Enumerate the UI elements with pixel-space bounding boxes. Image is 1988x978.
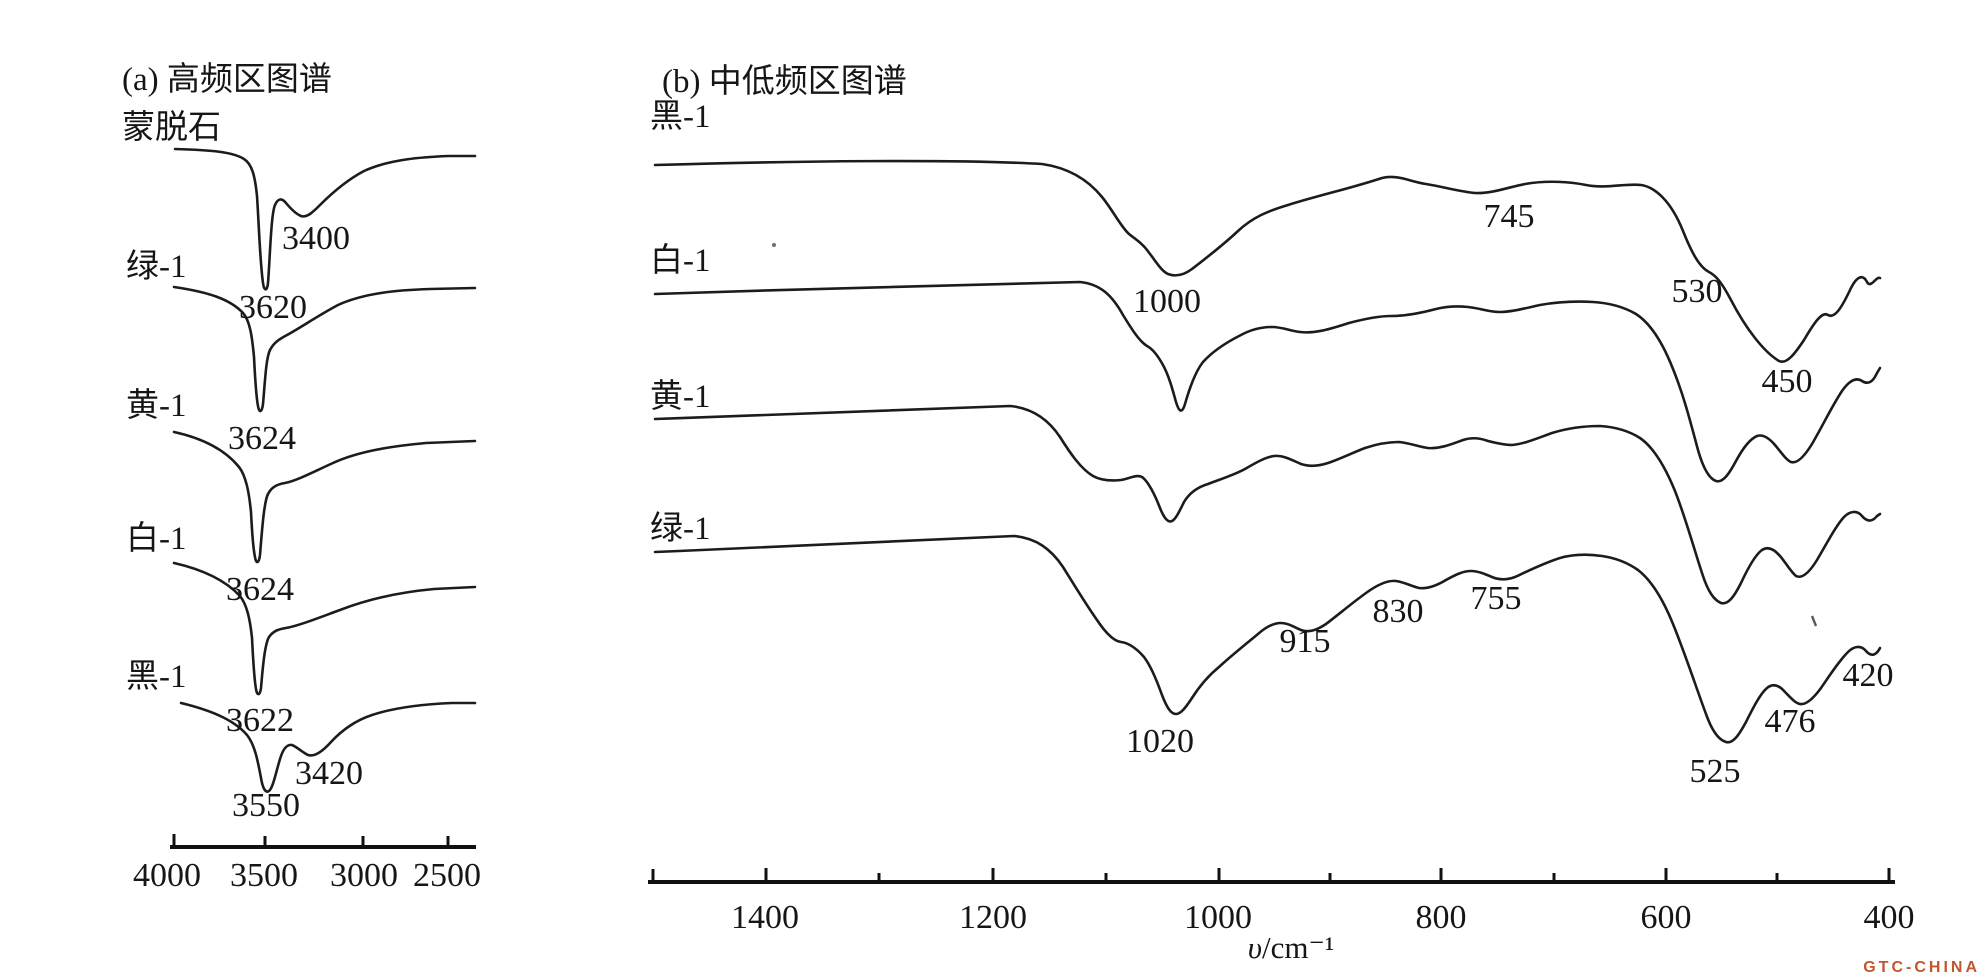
axis-tick-label-800: 800 <box>1416 899 1467 936</box>
curve-label-yellow-1-b: 黄-1 <box>650 378 711 415</box>
axis-tick-label-600: 600 <box>1641 899 1692 936</box>
peak-label-1020: 1020 <box>1126 723 1194 760</box>
peak-label-915: 915 <box>1280 623 1331 660</box>
peak-label-3620: 3620 <box>239 289 307 326</box>
peak-label-530: 530 <box>1672 273 1723 310</box>
panel-b-title: (b) 中低频区图谱 <box>662 63 907 100</box>
spectrum-curve-yellow-1-b <box>653 404 1882 605</box>
x-axis-label-unit: /cm⁻¹ <box>1262 930 1334 965</box>
axis-tick-label-4000: 4000 <box>133 857 201 894</box>
scan-speck-mark <box>1810 615 1818 627</box>
axis-tick-label-3000: 3000 <box>330 857 398 894</box>
curve-label-white-1-b: 白-1 <box>650 242 711 279</box>
peak-label-525: 525 <box>1690 753 1741 790</box>
curve-label-green-1-b: 绿-1 <box>650 510 711 547</box>
curve-label-montmorillonite: 蒙脱石 <box>122 109 221 146</box>
peak-label-755: 755 <box>1471 580 1522 617</box>
curve-label-yellow-1-a: 黄-1 <box>126 387 187 424</box>
panel-b: (b) 中低频区图谱 黑-1 白-1 黄-1 绿-1 1000 745 530 … <box>648 63 1915 965</box>
watermark-text: GTC-CHINA <box>1863 959 1980 976</box>
spectrum-curve-white-1-a <box>172 561 477 696</box>
peak-label-3622: 3622 <box>226 702 294 739</box>
axis-tick-label-1000-axis: 1000 <box>1184 899 1252 936</box>
spectrum-curve-green-1-b <box>653 534 1882 744</box>
peak-label-476: 476 <box>1765 703 1816 740</box>
panel-b-x-axis: 1400 1200 1000 800 600 400 υ /cm⁻¹ <box>648 868 1915 965</box>
peak-label-1000: 1000 <box>1133 283 1201 320</box>
spectrum-curve-black-1-a <box>179 701 477 793</box>
spectrum-curve-montmorillonite <box>173 147 477 291</box>
axis-tick-label-2500: 2500 <box>413 857 481 894</box>
peak-label-3400: 3400 <box>282 220 350 257</box>
axis-tick-label-1200: 1200 <box>959 899 1027 936</box>
peak-label-3624-green: 3624 <box>228 420 296 457</box>
axis-tick-label-1400: 1400 <box>731 899 799 936</box>
panel-a-x-axis: 4000 3500 3000 2500 <box>133 834 481 894</box>
axis-tick-label-3500: 3500 <box>230 857 298 894</box>
panel-a: (a) 高频区图谱 蒙脱石 绿-1 黄-1 白-1 黑-1 3400 3620 … <box>122 61 481 894</box>
peak-label-745: 745 <box>1484 198 1535 235</box>
axis-tick-label-400: 400 <box>1864 899 1915 936</box>
peak-label-3550: 3550 <box>232 787 300 824</box>
peak-label-3624-yellow: 3624 <box>226 571 294 608</box>
scan-speck-dot <box>772 243 776 247</box>
x-axis-label-symbol: υ <box>1248 930 1262 965</box>
peak-label-450: 450 <box>1762 363 1813 400</box>
curve-label-black-1-a: 黑-1 <box>126 659 187 695</box>
peak-label-830: 830 <box>1373 593 1424 630</box>
peak-label-420: 420 <box>1843 657 1894 694</box>
curve-label-black-1-b: 黑-1 <box>650 99 711 135</box>
spectrum-curve-black-1-b <box>653 159 1882 364</box>
panel-a-title: (a) 高频区图谱 <box>122 61 332 98</box>
spectrum-curve-green-1-a <box>172 285 477 413</box>
spectrum-curve-white-1-b <box>653 280 1882 483</box>
peak-label-3420: 3420 <box>295 755 363 792</box>
spectrum-curve-yellow-1-a <box>172 430 477 564</box>
curve-label-white-1-a: 白-1 <box>126 520 187 557</box>
curve-label-green-1-a: 绿-1 <box>126 248 187 285</box>
